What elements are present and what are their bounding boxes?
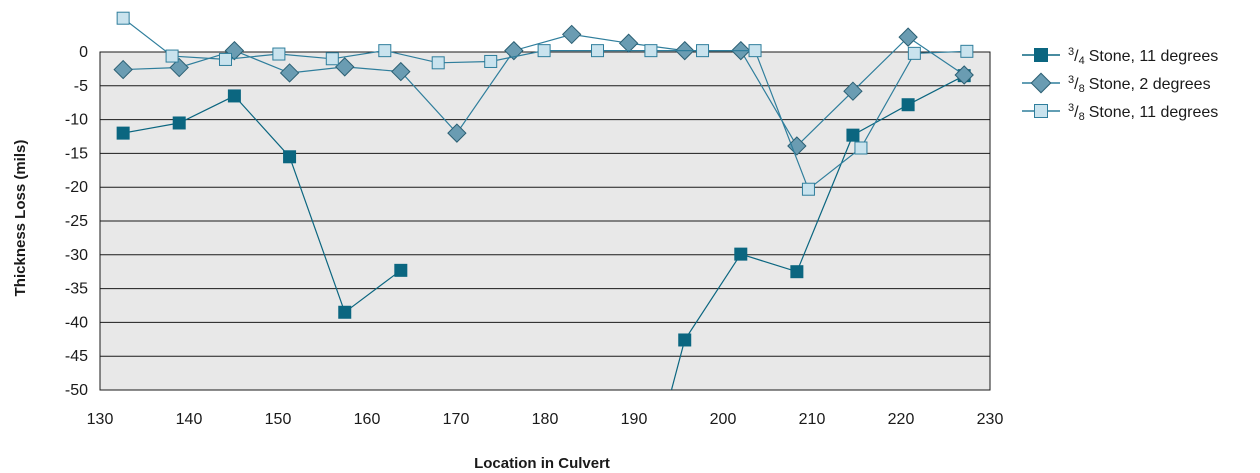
data-point xyxy=(898,27,918,47)
data-point xyxy=(644,44,658,58)
x-tick-label: 220 xyxy=(888,411,915,428)
x-tick-label: 210 xyxy=(799,411,826,428)
y-tick-label: -35 xyxy=(65,281,88,298)
y-tick-label: -20 xyxy=(65,179,88,196)
series-line xyxy=(122,95,402,314)
data-point xyxy=(116,11,130,25)
data-point xyxy=(391,61,411,82)
x-tick-label: 190 xyxy=(621,411,648,428)
x-tick-label: 140 xyxy=(176,411,203,428)
y-tick-label: -30 xyxy=(65,247,88,264)
data-point xyxy=(846,128,860,142)
legend-item: 3/8 Stone, 11 degrees xyxy=(1022,102,1218,123)
y-tick-label: -15 xyxy=(65,145,88,162)
data-point xyxy=(696,44,710,58)
series-line xyxy=(123,33,965,147)
legend-item: 3/8 Stone, 2 degrees xyxy=(1022,72,1211,95)
data-point xyxy=(790,265,804,279)
data-point xyxy=(1030,72,1052,94)
data-point xyxy=(279,63,300,83)
legend-label: 3/8 Stone, 11 degrees xyxy=(1068,102,1218,123)
x-tick-label: 230 xyxy=(977,411,1004,428)
data-point xyxy=(218,52,232,66)
series-layer xyxy=(113,11,974,390)
data-point xyxy=(165,49,179,63)
y-tick-label: -40 xyxy=(65,314,88,331)
data-point xyxy=(801,182,815,196)
data-point xyxy=(504,40,524,61)
data-point xyxy=(591,44,605,58)
data-point xyxy=(169,57,189,78)
x-tick-label: 130 xyxy=(87,411,114,428)
legend-label: 3/4 Stone, 11 degrees xyxy=(1068,46,1218,67)
data-point xyxy=(227,89,241,103)
data-point xyxy=(484,54,498,68)
data-point xyxy=(431,56,445,70)
data-point xyxy=(1034,48,1048,62)
legend-label: 3/8 Stone, 2 degrees xyxy=(1068,74,1211,95)
data-point xyxy=(338,305,352,319)
y-tick-label: -25 xyxy=(65,213,88,230)
gridlines xyxy=(100,51,990,391)
x-tick-label: 150 xyxy=(265,411,292,428)
data-point xyxy=(537,44,551,58)
y-tick-label: -10 xyxy=(65,112,88,129)
data-point xyxy=(901,98,915,112)
y-tick-label: 0 xyxy=(79,44,88,61)
data-point xyxy=(272,47,286,61)
data-point xyxy=(113,59,133,80)
y-tick-label: -45 xyxy=(65,348,88,365)
data-point xyxy=(734,247,748,261)
series xyxy=(116,11,974,196)
legend: 3/4 Stone, 11 degrees 3/8 Stone, 2 degrees 3… xyxy=(1022,46,1218,123)
data-point xyxy=(748,44,762,58)
data-point xyxy=(854,141,868,155)
x-tick-label: 180 xyxy=(532,411,559,428)
data-point xyxy=(1034,104,1048,118)
y-tick-label: -50 xyxy=(65,382,88,399)
data-point xyxy=(561,24,582,45)
y-tick-labels: 0 -5 -10 -15 -20 -25 -30 -35 -40 -45 -50 xyxy=(65,44,88,399)
data-point xyxy=(960,44,974,58)
data-point xyxy=(447,123,467,143)
data-point xyxy=(378,44,392,58)
data-point xyxy=(907,46,921,60)
x-axis-title: Location in Culvert xyxy=(474,455,610,472)
x-tick-label: 200 xyxy=(710,411,737,428)
data-point xyxy=(325,52,339,66)
x-tick-labels: 130 140 150 160 170 180 190 200 210 220 230 xyxy=(87,411,1004,428)
x-tick-label: 160 xyxy=(354,411,381,428)
data-point xyxy=(172,116,186,130)
y-tick-label: -5 xyxy=(74,78,88,95)
x-tick-label: 170 xyxy=(443,411,470,428)
legend-item: 3/4 Stone, 11 degrees xyxy=(1022,46,1218,67)
data-point xyxy=(116,126,130,140)
y-axis-title: Thickness Loss (mils) xyxy=(12,140,29,297)
data-point xyxy=(618,33,639,53)
data-point xyxy=(394,263,408,277)
data-point xyxy=(843,81,863,101)
data-point xyxy=(678,333,692,347)
data-point xyxy=(283,150,297,164)
data-point xyxy=(954,65,974,85)
